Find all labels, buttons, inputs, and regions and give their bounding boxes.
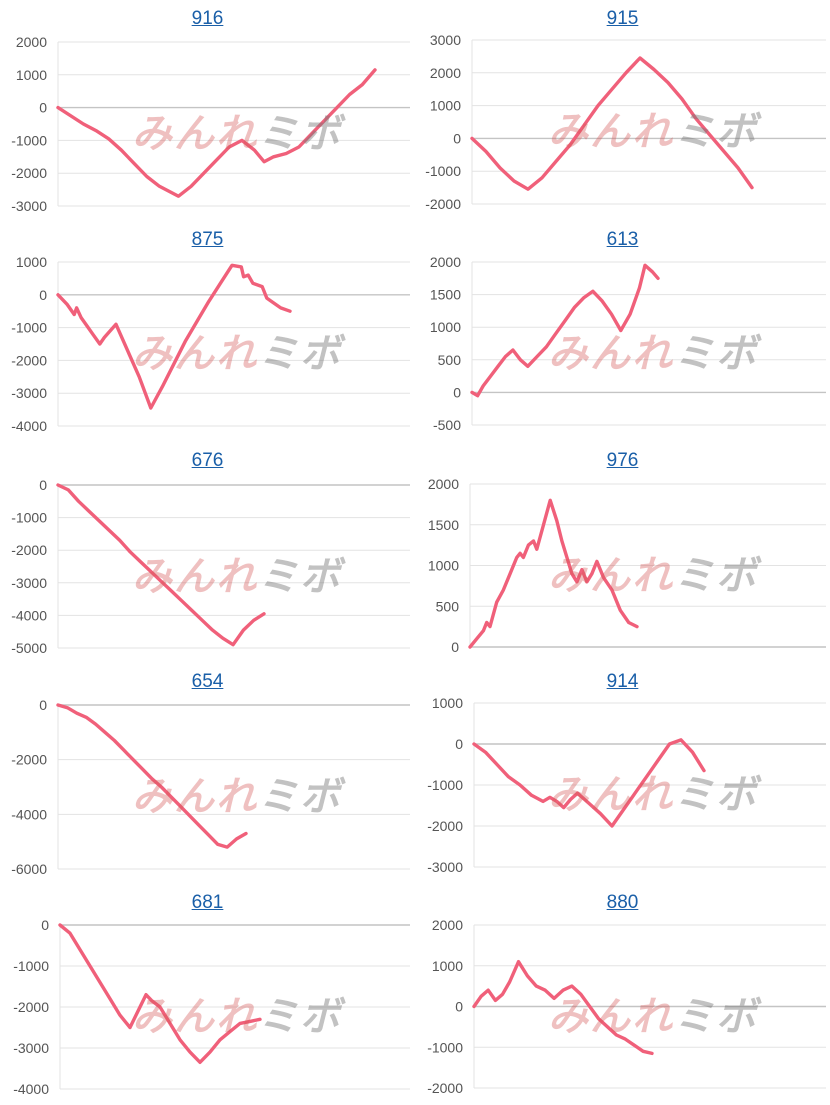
y-tick-label: 2000 bbox=[430, 254, 461, 270]
y-tick-label: 0 bbox=[39, 697, 47, 713]
series-line bbox=[470, 263, 660, 398]
y-tick-label: 0 bbox=[39, 477, 47, 493]
chart-plot: 1000 0 -1000 -2000 -3000 bbox=[427, 695, 826, 875]
y-tick-label: -6000 bbox=[11, 861, 47, 877]
y-tick-label: 1500 bbox=[428, 517, 459, 533]
chart-panel: 914 1000 0 -1000 -2000 -3000 みんれミボ bbox=[415, 663, 830, 884]
y-tick-label: -4000 bbox=[13, 1081, 49, 1097]
y-tick-label: 0 bbox=[453, 384, 461, 400]
y-tick-label: 1000 bbox=[16, 254, 47, 270]
chart-title-link[interactable]: 681 bbox=[191, 892, 224, 913]
chart-title-link[interactable]: 613 bbox=[606, 229, 639, 250]
y-tick-label: -3000 bbox=[13, 1040, 49, 1056]
series-line bbox=[58, 923, 262, 1065]
chart-title-link[interactable]: 875 bbox=[191, 229, 224, 250]
y-tick-label: 1000 bbox=[16, 67, 47, 83]
y-tick-label: 0 bbox=[41, 917, 49, 933]
y-tick-label: 2000 bbox=[428, 476, 459, 492]
y-tick-label: -2000 bbox=[427, 818, 463, 834]
y-tick-label: 1000 bbox=[430, 98, 461, 114]
y-tick-label: -5000 bbox=[11, 640, 47, 656]
y-tick-label: -1000 bbox=[427, 1039, 463, 1055]
y-tick-label: -4000 bbox=[11, 418, 47, 434]
series-line bbox=[56, 483, 266, 647]
series-line bbox=[56, 703, 248, 849]
y-tick-label: -1000 bbox=[11, 320, 47, 336]
y-tick-label: 1000 bbox=[428, 558, 459, 574]
y-tick-label: 0 bbox=[451, 639, 459, 655]
chart-title-link[interactable]: 654 bbox=[191, 671, 224, 692]
y-tick-label: -2000 bbox=[11, 352, 47, 368]
y-tick-label: -500 bbox=[433, 417, 461, 433]
y-tick-label: -1000 bbox=[13, 958, 49, 974]
chart-panel: 613 2000 1500 1000 500 0 -500 みんれミボ bbox=[415, 221, 830, 442]
y-tick-label: -4000 bbox=[11, 607, 47, 623]
y-tick-label: -1000 bbox=[11, 510, 47, 526]
y-tick-label: -2000 bbox=[11, 165, 47, 181]
y-tick-label: 0 bbox=[455, 999, 463, 1015]
chart-panel: 916 2000 1000 0 -1000 -2000 -3000 みんれミボ bbox=[0, 0, 415, 221]
chart-panel: 681 0 -1000 -2000 -3000 -4000 みんれミボ bbox=[0, 884, 415, 1105]
y-tick-label: 0 bbox=[39, 287, 47, 303]
series-line bbox=[56, 68, 377, 198]
y-tick-label: -1000 bbox=[425, 163, 461, 179]
y-tick-label: 0 bbox=[453, 130, 461, 146]
y-tick-label: 1000 bbox=[432, 958, 463, 974]
y-tick-label: -3000 bbox=[11, 198, 47, 214]
y-tick-label: -1000 bbox=[11, 132, 47, 148]
chart-plot: 2000 1500 1000 500 0 -500 bbox=[430, 254, 826, 433]
y-tick-label: 2000 bbox=[432, 917, 463, 933]
chart-title-link[interactable]: 976 bbox=[606, 450, 639, 471]
chart-plot: 2000 1500 1000 500 0 bbox=[428, 476, 826, 655]
chart-plot: 3000 2000 1000 0 -1000 -2000 bbox=[425, 32, 826, 212]
y-tick-label: 2000 bbox=[430, 65, 461, 81]
y-tick-label: 3000 bbox=[430, 32, 461, 48]
chart-title-link[interactable]: 915 bbox=[606, 8, 639, 29]
chart-title-link[interactable]: 914 bbox=[606, 671, 639, 692]
y-tick-label: -2000 bbox=[11, 752, 47, 768]
y-tick-label: -2000 bbox=[11, 542, 47, 558]
y-tick-label: -2000 bbox=[13, 999, 49, 1015]
series-line bbox=[56, 263, 292, 410]
chart-plot: 1000 0 -1000 -2000 -3000 -4000 bbox=[11, 254, 410, 434]
y-tick-label: -1000 bbox=[427, 777, 463, 793]
chart-plot: 0 -1000 -2000 -3000 -4000 -5000 bbox=[11, 477, 410, 656]
y-tick-label: -2000 bbox=[425, 196, 461, 212]
y-tick-label: 0 bbox=[39, 100, 47, 116]
chart-panel: 915 3000 2000 1000 0 -1000 -2000 みんれミボ bbox=[415, 0, 830, 221]
chart-plot: 0 -1000 -2000 -3000 -4000 bbox=[13, 917, 410, 1097]
y-tick-label: -4000 bbox=[11, 806, 47, 822]
y-tick-label: 0 bbox=[455, 736, 463, 752]
y-tick-label: 500 bbox=[438, 352, 462, 368]
chart-title-link[interactable]: 880 bbox=[606, 892, 639, 913]
chart-panel: 875 1000 0 -1000 -2000 -3000 -4000 みんれミボ bbox=[0, 221, 415, 442]
y-tick-label: 1000 bbox=[430, 319, 461, 335]
y-tick-label: 2000 bbox=[16, 34, 47, 50]
series-line bbox=[472, 959, 654, 1056]
y-tick-label: 500 bbox=[436, 598, 460, 614]
y-tick-label: -2000 bbox=[427, 1080, 463, 1096]
y-tick-label: -3000 bbox=[427, 859, 463, 875]
chart-plot: 2000 1000 0 -1000 -2000 bbox=[427, 917, 826, 1096]
chart-plot: 2000 1000 0 -1000 -2000 -3000 bbox=[11, 34, 410, 214]
chart-title-link[interactable]: 676 bbox=[191, 450, 224, 471]
chart-plot: 0 -2000 -4000 -6000 bbox=[11, 697, 410, 877]
chart-panel: 654 0 -2000 -4000 -6000 みんれミボ bbox=[0, 663, 415, 884]
y-tick-label: -3000 bbox=[11, 385, 47, 401]
series-line bbox=[468, 498, 639, 649]
y-tick-label: -3000 bbox=[11, 575, 47, 591]
series-line bbox=[472, 738, 706, 828]
y-tick-label: 1500 bbox=[430, 287, 461, 303]
chart-panel: 976 2000 1500 1000 500 0 みんれミボ bbox=[415, 442, 830, 663]
chart-panel: 880 2000 1000 0 -1000 -2000 みんれミボ bbox=[415, 884, 830, 1105]
chart-title-link[interactable]: 916 bbox=[191, 8, 224, 29]
chart-panel: 676 0 -1000 -2000 -3000 -4000 -5000 みんれミボ bbox=[0, 442, 415, 663]
series-line bbox=[470, 56, 754, 191]
y-tick-label: 1000 bbox=[432, 695, 463, 711]
